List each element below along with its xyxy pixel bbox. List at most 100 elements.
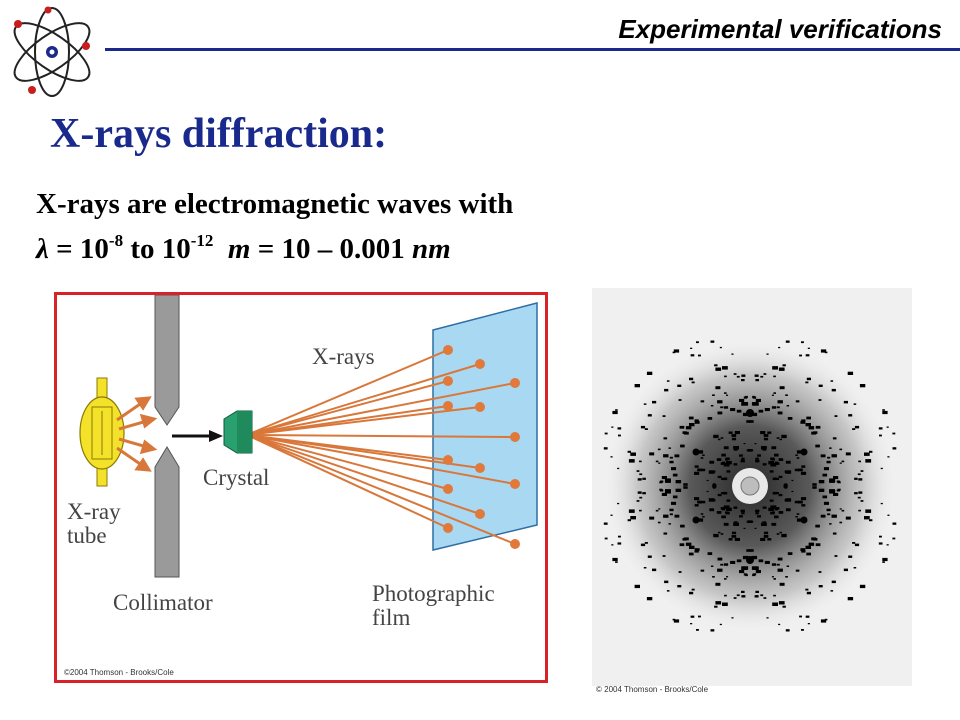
diffraction-spot (799, 615, 802, 618)
diffraction-spot (698, 354, 701, 357)
diffraction-spot (801, 419, 806, 422)
diffraction-spot (726, 470, 731, 473)
diffraction-spot (774, 461, 778, 464)
diffraction-spot (741, 457, 745, 460)
diffraction-spot (649, 452, 655, 456)
diffraction-spot (764, 560, 770, 564)
xray-tube (79, 377, 125, 487)
diffraction-spot (858, 509, 861, 512)
diffraction-spot (724, 392, 727, 394)
diffraction-spot (751, 402, 758, 406)
diffraction-spot (859, 384, 866, 388)
diffraction-spot (673, 349, 680, 353)
diffraction-spot (711, 470, 716, 473)
diffraction-spot (781, 434, 787, 439)
diffraction-spot (742, 402, 749, 406)
diffraction-spot (669, 460, 674, 464)
diffraction-spot (785, 629, 790, 632)
diffraction-spot (815, 543, 821, 547)
diffraction-spot (829, 489, 835, 493)
diffraction-spot (771, 522, 777, 526)
diffraction-spot (776, 533, 780, 535)
diffraction-spot (811, 431, 817, 435)
diffraction-spot (892, 537, 896, 540)
diffraction-spot (627, 519, 631, 522)
diffraction-spot (694, 504, 699, 507)
diffraction-spot (754, 527, 757, 529)
diffraction-spot (733, 463, 738, 466)
diffraction-spot (723, 563, 729, 566)
diffraction-spot (722, 602, 728, 606)
diffraction-spot (658, 508, 661, 510)
diffraction-spot (717, 568, 723, 572)
diffraction-spot (772, 511, 775, 514)
diffraction-spot (822, 473, 828, 477)
diffraction-spot (805, 545, 811, 549)
diffraction-spot (772, 491, 777, 495)
diffraction-spot (694, 550, 699, 553)
photographic-film (432, 302, 538, 551)
diffraction-spot (647, 414, 652, 417)
diffraction-spot (671, 467, 677, 471)
diffraction-spot (762, 506, 767, 509)
diffraction-spot (642, 492, 646, 495)
diffraction-spot (717, 475, 722, 479)
diffraction-spot (741, 512, 745, 515)
diffraction-spot (880, 467, 883, 470)
diffraction-spot (818, 488, 825, 492)
diffraction-spot (611, 544, 614, 546)
diffraction-spot (771, 394, 774, 396)
diffraction-spot (779, 582, 785, 586)
diffraction-spot (712, 485, 717, 488)
diffraction-spot (836, 480, 841, 483)
diffraction-spot (743, 443, 746, 445)
diffraction-spot (734, 537, 740, 541)
diffraction-spot (714, 605, 718, 608)
diffraction-spot (777, 400, 783, 404)
diffraction-spot (843, 568, 848, 572)
diffraction-spot (750, 520, 754, 523)
diffraction-spot (663, 454, 669, 458)
diffraction-spot (772, 366, 778, 370)
diffraction-spot (664, 388, 669, 392)
diffraction-spot (762, 521, 767, 524)
diffraction-spot (762, 448, 767, 451)
diffraction-spot (639, 460, 642, 463)
diffraction-spot (818, 585, 823, 588)
diffraction-spot (649, 516, 655, 520)
diffraction-spot (708, 470, 715, 474)
diffraction-spot (731, 535, 737, 538)
diffraction-spot (776, 406, 780, 409)
diffraction-spot (848, 555, 853, 558)
diffraction-spot (696, 341, 699, 344)
diffraction-spot (760, 594, 764, 597)
diffraction-spot (720, 507, 726, 510)
header-divider (105, 48, 960, 51)
diffraction-spot (655, 509, 659, 512)
diffraction-spot (724, 594, 727, 597)
diffraction-spot (720, 533, 724, 535)
diffraction-spot (627, 450, 631, 453)
diffraction-spot (852, 542, 856, 544)
diffraction-spot (755, 398, 761, 402)
diffraction-spot (675, 488, 682, 492)
diffraction-spot (794, 500, 799, 504)
diffraction-spot (725, 507, 732, 512)
diffraction-spot (775, 492, 779, 495)
diffraction-spot (726, 576, 729, 578)
diffraction-spot (694, 548, 700, 552)
diffraction-spot (860, 470, 864, 472)
diffraction-spot (806, 591, 811, 595)
diffraction-spot (700, 513, 704, 515)
diffraction-spot (663, 437, 668, 440)
diffraction-spot (854, 425, 860, 429)
diffraction-spot (639, 496, 643, 499)
diffraction-spot (718, 438, 721, 441)
diffraction-spot (755, 509, 760, 513)
diffraction-spot (709, 508, 715, 512)
diffraction-spot (743, 573, 748, 576)
diffraction-spot (776, 437, 780, 439)
diffraction-spot (640, 543, 646, 547)
diffraction-spot (772, 602, 778, 606)
diffraction-spot (757, 454, 761, 457)
